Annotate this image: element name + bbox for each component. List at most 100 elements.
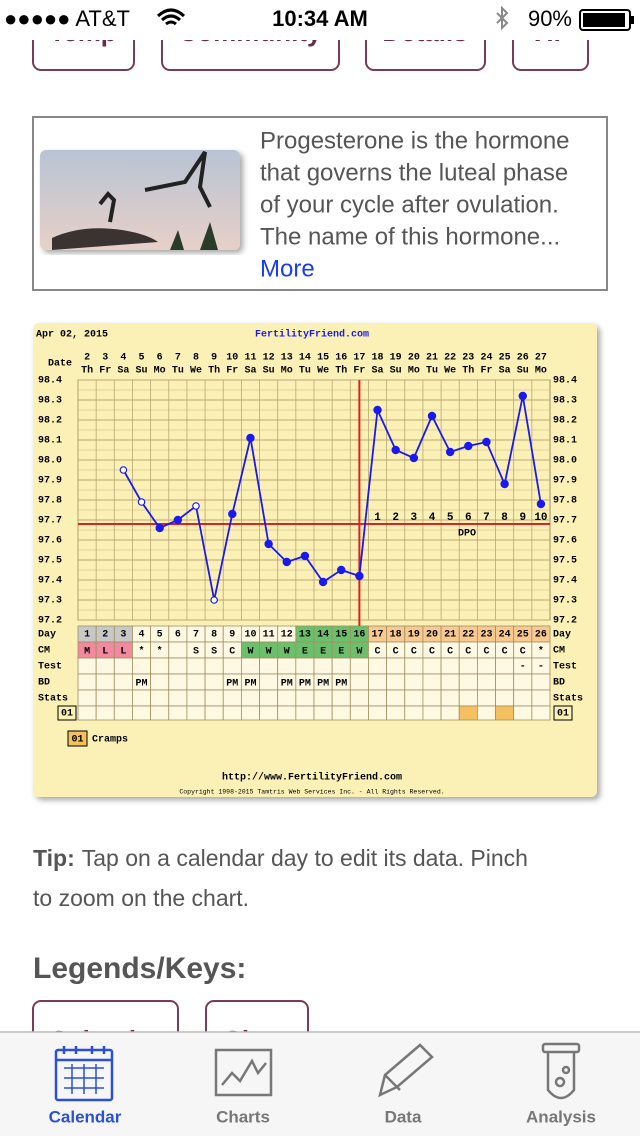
temperature-point — [137, 498, 146, 506]
time: 10:34 AM — [272, 6, 368, 31]
y-tick-label: 97.2 — [38, 616, 62, 627]
weekday-label: Mo — [408, 366, 420, 377]
cm-value: W — [356, 647, 362, 658]
day-number: 13 — [299, 630, 311, 641]
temperature-point — [155, 523, 164, 533]
y-tick-label: 97.7 — [553, 516, 577, 527]
date-label: 6 — [157, 353, 163, 364]
date-label: 24 — [480, 353, 492, 364]
cell — [204, 673, 224, 691]
row-label: Stats — [553, 694, 583, 705]
bd-value: PM — [335, 679, 347, 690]
battery-level — [583, 13, 625, 27]
date-label: 11 — [244, 353, 256, 364]
day-number: 18 — [390, 630, 402, 641]
stats-cell — [277, 705, 297, 721]
cell — [204, 657, 224, 675]
day-number: 15 — [335, 630, 347, 641]
date-label: 27 — [535, 353, 547, 364]
date-label: 25 — [499, 353, 511, 364]
row-label: Day — [38, 630, 56, 641]
weekday-label: Tu — [172, 366, 184, 377]
date-label: 10 — [226, 353, 238, 364]
row-label: Test — [553, 662, 577, 673]
more-link[interactable]: More — [260, 255, 315, 282]
stats-cell — [440, 705, 460, 721]
cell — [495, 657, 515, 675]
weekday-label: Su — [390, 366, 402, 377]
stats-cell — [77, 705, 97, 721]
cell — [222, 657, 242, 675]
row-label: BD — [553, 678, 565, 689]
cell — [113, 689, 133, 707]
stats-cell — [295, 705, 315, 721]
cell — [422, 657, 442, 675]
weekday-label: We — [317, 366, 329, 377]
cell — [386, 673, 406, 691]
cell — [259, 689, 279, 707]
tab-label[interactable]: Data — [385, 1107, 422, 1126]
date-label: 2 — [84, 353, 90, 364]
article-line: The name of this hormone... — [260, 223, 560, 250]
cm-value: C — [447, 647, 453, 658]
tab-label[interactable]: Charts — [216, 1107, 270, 1126]
weekday-label: Fr — [99, 366, 111, 377]
tip-line: Tip: Tap on a calendar day to edit its da… — [33, 845, 528, 871]
cm-cell — [168, 641, 188, 659]
weekday-label: Su — [517, 366, 529, 377]
y-tick-label: 98.1 — [38, 436, 62, 447]
cm-value: E — [302, 647, 308, 658]
day-number: 1 — [84, 630, 90, 641]
legend-key-box — [67, 730, 88, 747]
stats-cell — [186, 705, 206, 721]
cell — [386, 657, 406, 675]
row-label: CM — [553, 646, 565, 657]
stats-cell — [531, 705, 551, 721]
date-label: 20 — [408, 353, 420, 364]
day-number: 25 — [517, 630, 529, 641]
temperature-point — [518, 391, 527, 401]
dpo-label: 8 — [501, 512, 508, 524]
chart-url: http://www.FertilityFriend.com — [222, 772, 402, 784]
cell — [313, 657, 333, 675]
cell — [113, 673, 133, 691]
cell — [368, 673, 388, 691]
y-tick-label: 98.2 — [553, 416, 577, 427]
cell — [458, 657, 478, 675]
y-tick-label: 98.3 — [553, 396, 577, 407]
weekday-label: Su — [263, 366, 275, 377]
bd-value: PM — [136, 679, 148, 690]
cell — [132, 689, 152, 707]
weekday-label: Mo — [535, 366, 547, 377]
weekday-label: Fr — [353, 366, 365, 377]
cell — [168, 689, 188, 707]
weekday-label: Mo — [154, 366, 166, 377]
cm-value: C — [375, 647, 381, 658]
cell — [440, 689, 460, 707]
row-label: Stats — [38, 694, 68, 705]
day-number: 6 — [175, 630, 181, 641]
day-number: 12 — [281, 630, 293, 641]
cm-value: C — [465, 647, 471, 658]
tab-label[interactable]: Analysis — [526, 1107, 596, 1126]
cell — [531, 689, 551, 707]
cell — [113, 657, 133, 675]
stats-cell — [349, 705, 369, 721]
data-icon — [378, 1043, 434, 1098]
tab-label[interactable]: Calendar — [49, 1107, 122, 1126]
stats-cell — [513, 705, 533, 721]
weekday-label: Sa — [372, 366, 384, 377]
legend-name: Cramps — [92, 735, 128, 746]
y-tick-label: 97.2 — [553, 616, 577, 627]
date-label: 21 — [426, 353, 438, 364]
bluetooth-icon — [496, 5, 509, 31]
y-tick-label: 97.9 — [553, 476, 577, 487]
date-label: 18 — [372, 353, 384, 364]
bd-value: PM — [281, 679, 293, 690]
date-label: 23 — [462, 353, 474, 364]
temperature-point — [192, 502, 200, 510]
y-tick-label: 97.7 — [38, 516, 62, 527]
status-bar — [0, 0, 640, 40]
day-number: 24 — [499, 630, 511, 641]
temperature-point — [355, 571, 364, 581]
